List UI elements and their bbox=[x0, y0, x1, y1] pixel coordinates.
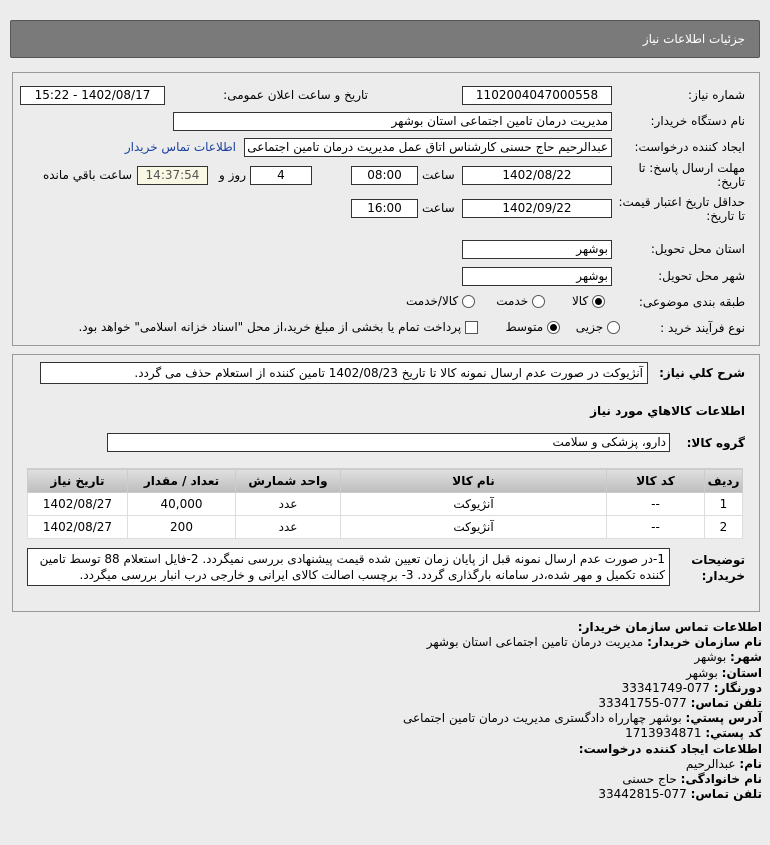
contact-org: نام سازمان خریدار: مدیریت درمان تامین اج… bbox=[426, 635, 762, 650]
page-title: جزئیات اطلاعات نیاز bbox=[642, 32, 745, 46]
goods-group-field: دارو، پزشکی و سلامت bbox=[107, 433, 670, 452]
deadline-date-field[interactable]: 1402/08/22 bbox=[462, 166, 612, 185]
notes-label: توضیحات خریدار: bbox=[691, 553, 745, 583]
category-radio-goods[interactable]: کالا bbox=[572, 294, 605, 308]
validity-label: حداقل تاریخ اعتبار قیمت: تا تاریخ: bbox=[618, 195, 745, 223]
need-number-field[interactable]: 1102004047000558 bbox=[462, 86, 612, 105]
radio-icon[interactable] bbox=[532, 295, 545, 308]
creator-info-title: اطلاعات ایجاد کننده درخواست: bbox=[578, 741, 762, 756]
creator-family: نام خانوادگی: حاج حسنی bbox=[622, 772, 762, 787]
category-radio-service[interactable]: خدمت bbox=[496, 294, 545, 308]
validity-date-field[interactable]: 1402/09/22 bbox=[462, 199, 612, 218]
announce-label: تاریخ و ساعت اعلان عمومی: bbox=[223, 88, 368, 102]
category-radio-both[interactable]: کالا/خدمت bbox=[406, 294, 475, 308]
creator-phone: تلفن تماس: 077-33442815 bbox=[598, 787, 762, 802]
contact-phone: تلفن تماس: 077-33341755 bbox=[598, 696, 762, 711]
process-radio-minor[interactable]: جزیی bbox=[576, 320, 620, 334]
need-number-label: شماره نیاز: bbox=[688, 88, 745, 102]
city-field[interactable]: بوشهر bbox=[462, 267, 612, 286]
contact-fax: دورنگار: 077-33341749 bbox=[621, 680, 762, 695]
checkbox-icon[interactable] bbox=[465, 321, 478, 334]
creator-label: ایجاد کننده درخواست: bbox=[634, 140, 745, 154]
col-qty: تعداد / مقدار bbox=[127, 468, 236, 493]
radio-icon[interactable] bbox=[462, 295, 475, 308]
city-label: شهر محل تحویل: bbox=[658, 269, 745, 283]
buyer-org-label: نام دستگاه خریدار: bbox=[650, 114, 746, 128]
cell-code: -- bbox=[606, 515, 705, 539]
cell-unit: عدد bbox=[235, 515, 341, 539]
table-row: 1 -- آنژیوکت عدد 40,000 1402/08/27 bbox=[27, 492, 743, 516]
col-date: تاریخ نیاز bbox=[27, 468, 128, 493]
col-unit: واحد شمارش bbox=[235, 468, 341, 493]
radio-checked-icon[interactable] bbox=[592, 295, 605, 308]
deadline-time-label: ساعت bbox=[422, 168, 455, 182]
cell-code: -- bbox=[606, 492, 705, 516]
deadline-label: مهلت ارسال پاسخ: تا تاریخ: bbox=[638, 161, 745, 189]
contact-province: استان: بوشهر bbox=[686, 665, 762, 680]
page-header: جزئیات اطلاعات نیاز bbox=[10, 20, 760, 58]
buyer-contact-link[interactable]: اطلاعات تماس خریدار bbox=[124, 140, 236, 154]
contact-title: اطلاعات تماس سازمان خریدار: bbox=[577, 620, 762, 634]
radio-checked-icon[interactable] bbox=[547, 321, 560, 334]
cell-qty: 40,000 bbox=[127, 492, 236, 516]
summary-label: شرح کلي نياز: bbox=[659, 366, 745, 380]
province-label: استان محل تحویل: bbox=[650, 242, 745, 256]
cell-unit: عدد bbox=[235, 492, 341, 516]
col-code: کد کالا bbox=[606, 468, 705, 493]
contact-address: آدرس پستي: بوشهر چهارراه دادگستری مدیریت… bbox=[403, 711, 762, 726]
cell-date: 1402/08/27 bbox=[27, 492, 128, 516]
table-header-row: ردیف کد کالا نام کالا واحد شمارش تعداد /… bbox=[27, 468, 743, 493]
treasury-payment-checkbox[interactable]: پرداخت تمام یا بخشی از مبلغ خرید،از محل … bbox=[78, 320, 478, 334]
buyer-org-field[interactable]: مدیریت درمان تامین اجتماعی استان بوشهر bbox=[173, 112, 612, 131]
validity-time-label: ساعت bbox=[422, 201, 455, 215]
goods-table: ردیف کد کالا نام کالا واحد شمارش تعداد /… bbox=[27, 468, 743, 539]
cell-date: 1402/08/27 bbox=[27, 515, 128, 539]
summary-field: آنژیوکت در صورت عدم ارسال نمونه کالا تا … bbox=[40, 362, 648, 384]
category-label: طبقه بندی موضوعی: bbox=[638, 295, 745, 309]
buyer-contact-info: اطلاعات تماس سازمان خریدار: نام سازمان خ… bbox=[403, 620, 762, 802]
goods-section-title: اطلاعات کالاهاي مورد نياز bbox=[590, 404, 745, 418]
remaining-time-field: 14:37:54 bbox=[137, 166, 208, 185]
notes-field: 1-در صورت عدم ارسال نمونه قبل از پایان ز… bbox=[27, 548, 670, 586]
col-row: ردیف bbox=[704, 468, 743, 493]
process-label: نوع فرآیند خرید : bbox=[660, 321, 745, 335]
cell-qty: 200 bbox=[127, 515, 236, 539]
checkbox-label: پرداخت تمام یا بخشی از مبلغ خرید،از محل … bbox=[78, 320, 462, 334]
announce-field[interactable]: 1402/08/17 - 15:22 bbox=[20, 86, 165, 105]
creator-field[interactable]: عبدالرحیم حاج حسنی کارشناس اتاق عمل مدیر… bbox=[244, 138, 612, 157]
cell-name: آنژیوکت bbox=[340, 515, 607, 539]
province-field[interactable]: بوشهر bbox=[462, 240, 612, 259]
col-name: نام کالا bbox=[340, 468, 607, 493]
creator-name: نام: عبدالرحیم bbox=[685, 756, 762, 771]
cell-name: آنژیوکت bbox=[340, 492, 607, 516]
cell-row: 1 bbox=[704, 492, 743, 516]
radio-label: کالا/خدمت bbox=[405, 294, 459, 308]
days-label: روز و bbox=[219, 168, 246, 182]
radio-label: متوسط bbox=[505, 320, 544, 334]
deadline-time-field[interactable]: 08:00 bbox=[351, 166, 418, 185]
validity-time-field[interactable]: 16:00 bbox=[351, 199, 418, 218]
table-row: 2 -- آنژیوکت عدد 200 1402/08/27 bbox=[27, 515, 743, 539]
contact-postal: کد پستي: 1713934871 bbox=[625, 726, 762, 741]
goods-group-label: گروه کالا: bbox=[686, 436, 745, 450]
radio-icon[interactable] bbox=[607, 321, 620, 334]
radio-label: جزیی bbox=[575, 320, 604, 334]
remaining-label: ساعت باقي مانده bbox=[42, 168, 132, 182]
cell-row: 2 bbox=[704, 515, 743, 539]
days-remaining-field: 4 bbox=[250, 166, 312, 185]
radio-label: کالا bbox=[571, 294, 589, 308]
process-radio-medium[interactable]: متوسط bbox=[505, 320, 560, 334]
radio-label: خدمت bbox=[496, 294, 529, 308]
contact-city: شهر: بوشهر bbox=[694, 650, 762, 665]
